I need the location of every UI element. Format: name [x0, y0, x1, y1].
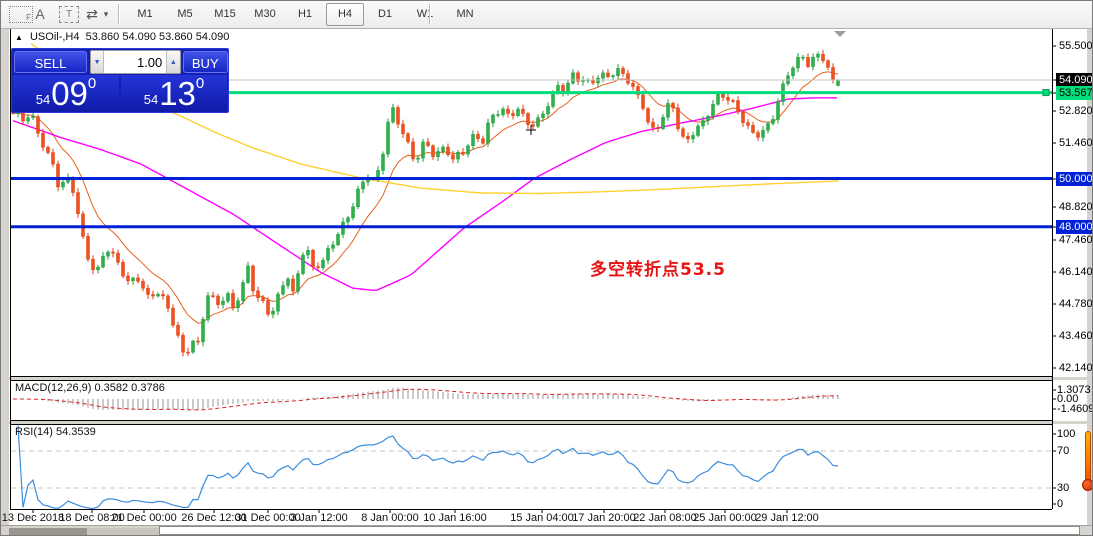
buy-price-whole: 54: [143, 92, 159, 107]
time-axis-label: 29 Jan 12:00: [755, 512, 819, 524]
volume-input[interactable]: [104, 51, 167, 73]
price-axis-label: 42.140: [1059, 362, 1093, 374]
price-axis-label: 55.500: [1059, 40, 1093, 52]
sell-button[interactable]: SELL: [14, 51, 88, 73]
pivot-annotation: 多空转折点53.5: [590, 260, 726, 280]
text-box-icon[interactable]: T: [59, 5, 79, 23]
indicator-axis-label: 30: [1057, 482, 1070, 494]
timeframe-button-mn[interactable]: MN: [456, 8, 474, 20]
toolbar-separator: [429, 4, 430, 24]
symbol-marker-icon: ▲: [15, 33, 23, 42]
chart-shift-glyph: F: [9, 5, 33, 23]
macd-label: MACD(12,26,9) 0.3582 0.3786: [15, 382, 165, 394]
price-axis-label: 51.460: [1059, 137, 1093, 149]
timeframe-toolbar: M1 M5 M15 M30 H1 H4 D1 W1 MN: [126, 3, 486, 26]
time-axis-label: 18 Dec 08:00: [59, 512, 125, 524]
timeframe-button-m15[interactable]: M15: [214, 8, 236, 20]
time-axis-label: 15 Jan 04:00: [510, 512, 574, 524]
time-axis-label: 3 Jan 12:00: [290, 512, 348, 524]
thermometer-bulb-icon: [1082, 479, 1092, 491]
sell-price-panel[interactable]: 54 09 0: [13, 75, 119, 112]
indicator-axis-label: 0: [1057, 498, 1064, 510]
price-axis-label: 53.567: [1056, 86, 1092, 100]
indicator-axis-label: -1.4609: [1057, 403, 1093, 415]
thermometer-scroll-widget[interactable]: [1082, 431, 1092, 499]
time-axis-label: 10 Jan 16:00: [423, 512, 487, 524]
horizontal-scrollbar-track[interactable]: [159, 526, 1080, 535]
text-label-icon[interactable]: A: [35, 6, 45, 22]
time-axis-label: 21 Dec 00:00: [111, 512, 177, 524]
indicator-axis-label: 1.3073: [1057, 384, 1091, 396]
price-axis-label: 48.000: [1056, 220, 1092, 234]
horizontal-scrollbar-thumb[interactable]: [9, 528, 87, 535]
chart-shift-icon[interactable]: F: [9, 5, 33, 23]
time-axis-label: 13 Dec 2018: [1, 512, 65, 524]
price-axis-label: 43.460: [1059, 330, 1093, 342]
timeframe-button-h1[interactable]: H1: [297, 8, 313, 20]
price-axis-label: 47.460: [1059, 234, 1093, 246]
top-toolbar: F A T ⇄ ▾ M1 M5 M15 M30 H1 H4 D1 W1 MN: [1, 1, 1092, 29]
price-axis-label: 54.090: [1056, 73, 1092, 87]
crosshair-arrows-icon[interactable]: ⇄: [86, 5, 98, 22]
volume-decrease-caret-icon[interactable]: ▼: [91, 51, 105, 73]
volume-increase-caret-icon[interactable]: ▲: [166, 51, 180, 73]
time-axis-label: 8 Jan 00:00: [361, 512, 419, 524]
chart-title: ▲ USOil-,H4 53.860 54.090 53.860 54.090: [15, 31, 229, 43]
timeframe-button-h4[interactable]: H4: [326, 3, 364, 26]
buy-price-panel[interactable]: 54 13 0: [121, 75, 227, 112]
price-axis-label: 46.140: [1059, 266, 1093, 278]
indicator-axis-label: 100: [1057, 428, 1076, 440]
indicator-axis-label: 0.00: [1057, 393, 1079, 405]
chart-ohlc-values: 53.860 54.090 53.860 54.090: [85, 31, 230, 43]
time-axis-label: 22 Jan 08:00: [633, 512, 697, 524]
buy-price-point: 0: [195, 75, 205, 92]
timeframe-button-m30[interactable]: M30: [254, 8, 276, 20]
one-click-trading-panel: SELL ▼ ▲ BUY 54 09 0 54 13 0: [11, 48, 229, 113]
chart-symbol-period: USOil-,H4: [29, 31, 80, 43]
trade-price-row: 54 09 0 54 13 0: [12, 75, 228, 113]
trade-controls-row: SELL ▼ ▲ BUY: [12, 49, 228, 75]
sell-price-pips: 09: [51, 75, 88, 112]
timeframe-button-d1[interactable]: D1: [377, 8, 393, 20]
timeframe-button-m1[interactable]: M1: [137, 8, 153, 20]
time-axis-label: 31 Dec 00:00: [235, 512, 301, 524]
price-axis-label: 48.820: [1059, 201, 1093, 213]
volume-stepper: ▼ ▲: [90, 50, 181, 74]
timeframe-button-m5[interactable]: M5: [177, 8, 193, 20]
sell-price-point: 0: [87, 75, 97, 92]
time-axis-label: 25 Jan 00:00: [693, 512, 757, 524]
toolbar-separator: [118, 4, 119, 24]
time-axis-label: 17 Jan 20:00: [572, 512, 636, 524]
rsi-label: RSI(14) 54.3539: [15, 426, 96, 438]
buy-price-pips: 13: [159, 75, 196, 112]
time-axis-label: 26 Dec 12:00: [181, 512, 247, 524]
dropdown-caret-icon[interactable]: ▾: [103, 8, 109, 19]
indicator-axis-label: 70: [1057, 445, 1070, 457]
price-axis-label: 52.820: [1059, 105, 1093, 117]
buy-button[interactable]: BUY: [182, 51, 228, 73]
price-axis-label: 50.000: [1056, 172, 1092, 186]
price-axis-label: 44.780: [1059, 298, 1093, 310]
horizontal-scrollbar-segment: [87, 528, 159, 535]
sell-price-whole: 54: [35, 92, 51, 107]
timeframe-button-w1[interactable]: W1: [416, 8, 434, 20]
